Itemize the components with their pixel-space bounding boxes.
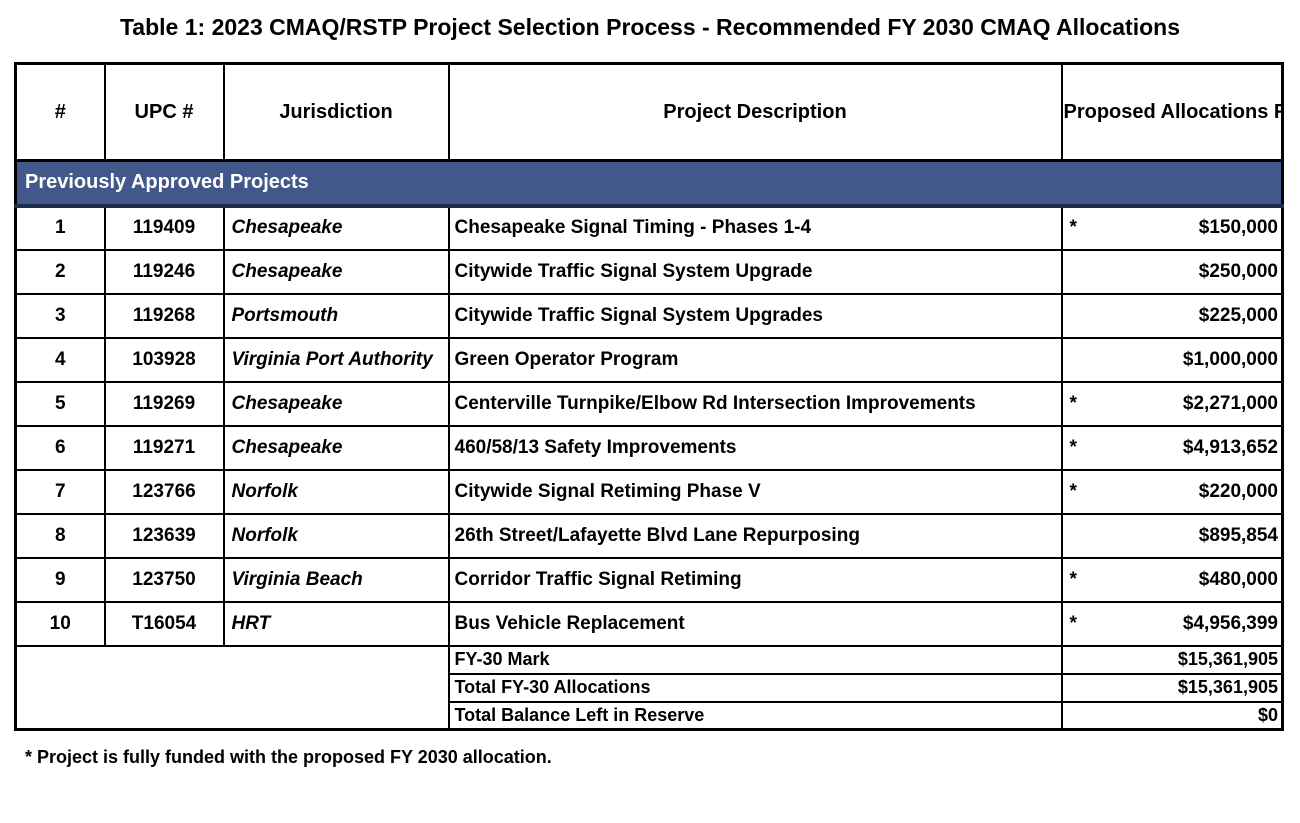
cell-num: 2 [14, 248, 106, 295]
cell-description: Citywide Traffic Signal System Upgrades [447, 292, 1063, 339]
cell-allocation: * $220,000 [1060, 468, 1284, 515]
fully-funded-star: * [1069, 217, 1077, 238]
empty-merged-cell [14, 644, 450, 731]
col-header-jurisdiction: Jurisdiction [222, 62, 450, 162]
allocation-amount: $4,913,652 [1182, 436, 1278, 458]
table-row: 7 123766 Norfolk Citywide Signal Retimin… [14, 468, 1284, 515]
cell-jurisdiction: Chesapeake [222, 204, 450, 251]
fully-funded-star: * [1069, 480, 1077, 502]
cell-jurisdiction: Norfolk [222, 512, 450, 559]
cell-allocation: $250,000 [1060, 248, 1284, 295]
summary-amount: $15,361,905 [1060, 672, 1284, 703]
header-row: # UPC # Jurisdiction Project Description… [14, 62, 1284, 162]
cell-upc: 119271 [103, 424, 225, 471]
cell-description: Green Operator Program [447, 336, 1063, 383]
cell-jurisdiction: Virginia Port Authority [222, 336, 450, 383]
table-row: 6 119271 Chesapeake 460/58/13 Safety Imp… [14, 424, 1284, 471]
fully-funded-star: * [1069, 612, 1077, 634]
table-row: 9 123750 Virginia Beach Corridor Traffic… [14, 556, 1284, 603]
allocation-amount: $895,854 [1198, 524, 1278, 546]
cell-allocation: $895,854 [1060, 512, 1284, 559]
table-row: 4 103928 Virginia Port Authority Green O… [14, 336, 1284, 383]
section-band-row: Previously Approved Projects [14, 159, 1284, 208]
allocation-amount: $4,956,399 [1182, 612, 1278, 634]
cell-upc: 119246 [103, 248, 225, 295]
fully-funded-star: * [1069, 568, 1077, 590]
col-header-upc: UPC # [103, 62, 225, 162]
cell-upc: 119268 [103, 292, 225, 339]
allocation-amount: $480,000 [1198, 568, 1278, 590]
cell-description: 26th Street/Lafayette Blvd Lane Repurpos… [447, 512, 1063, 559]
cell-allocation: * $4,956,399 [1060, 600, 1284, 647]
summary-row: Total FY-30 Allocations $15,361,905 [16, 672, 1284, 703]
col-header-num: # [14, 62, 106, 162]
cell-description: Citywide Signal Retiming Phase V [447, 468, 1063, 515]
cell-description: Bus Vehicle Replacement [447, 600, 1063, 647]
allocation-amount: $250,000 [1198, 260, 1278, 282]
col-header-description: Project Description [447, 62, 1063, 162]
allocation-amount: $150,000 [1198, 217, 1278, 238]
summary-row: FY-30 Mark $15,361,905 [14, 644, 1284, 731]
cell-upc: 123766 [103, 468, 225, 515]
cell-description: Chesapeake Signal Timing - Phases 1-4 [447, 204, 1063, 251]
footnote: * Project is fully funded with the propo… [25, 747, 552, 767]
cell-upc: 119409 [103, 204, 225, 251]
table-row: 8 123639 Norfolk 26th Street/Lafayette B… [14, 512, 1284, 559]
cell-num: 6 [14, 424, 106, 471]
allocation-amount: $225,000 [1198, 304, 1278, 326]
table-title: Table 1: 2023 CMAQ/RSTP Project Selectio… [119, 14, 1181, 40]
cell-description: Centerville Turnpike/Elbow Rd Intersecti… [447, 380, 1063, 427]
col-header-allocations: Proposed Allocations FY - 30 [1060, 62, 1284, 162]
table-row: 1 119409 Chesapeake Chesapeake Signal Ti… [14, 204, 1284, 251]
cell-jurisdiction: Chesapeake [222, 380, 450, 427]
cell-description: Corridor Traffic Signal Retiming [447, 556, 1063, 603]
cell-num: 5 [14, 380, 106, 427]
cell-jurisdiction: Norfolk [222, 468, 450, 515]
cell-allocation: $1,000,000 [1060, 336, 1284, 383]
cell-allocation: * $150,000 [1060, 204, 1284, 251]
cell-upc: T16054 [103, 600, 225, 647]
cell-num: 7 [14, 468, 106, 515]
cell-num: 3 [14, 292, 106, 339]
cell-jurisdiction: Chesapeake [222, 424, 450, 471]
cell-jurisdiction: HRT [222, 600, 450, 647]
cell-allocation: $225,000 [1060, 292, 1284, 339]
cell-allocation: * $480,000 [1060, 556, 1284, 603]
cell-upc: 103928 [103, 336, 225, 383]
table-row: 5 119269 Chesapeake Centerville Turnpike… [14, 380, 1284, 427]
cell-description: Citywide Traffic Signal System Upgrade [447, 248, 1063, 295]
cell-num: 10 [14, 600, 106, 647]
cell-upc: 123750 [103, 556, 225, 603]
cell-jurisdiction: Virginia Beach [222, 556, 450, 603]
cell-num: 9 [14, 556, 106, 603]
summary-amount: $0 [1060, 700, 1284, 731]
cell-description: 460/58/13 Safety Improvements [447, 424, 1063, 471]
summary-row: Total Balance Left in Reserve $0 [16, 700, 1284, 731]
fully-funded-star: * [1069, 392, 1077, 414]
cell-jurisdiction: Portsmouth [222, 292, 450, 339]
table-row: 2 119246 Chesapeake Citywide Traffic Sig… [14, 248, 1284, 295]
cell-jurisdiction: Chesapeake [222, 248, 450, 295]
summary-label: FY-30 Mark [447, 644, 1063, 675]
table-row: 10 T16054 HRT Bus Vehicle Replacement * $… [14, 600, 1284, 647]
cell-upc: 123639 [103, 512, 225, 559]
cell-allocation: * $4,913,652 [1060, 424, 1284, 471]
allocation-amount: $220,000 [1198, 480, 1278, 502]
cell-num: 4 [14, 336, 106, 383]
allocation-amount: $2,271,000 [1182, 392, 1278, 414]
summary-label: Total FY-30 Allocations [447, 672, 1063, 703]
allocation-amount: $1,000,000 [1182, 348, 1278, 370]
summary-amount: $15,361,905 [1060, 644, 1284, 675]
table-row: 3 119268 Portsmouth Citywide Traffic Sig… [14, 292, 1284, 339]
cell-allocation: * $2,271,000 [1060, 380, 1284, 427]
fully-funded-star: * [1069, 436, 1077, 458]
allocations-table: # UPC # Jurisdiction Project Description… [14, 62, 1284, 731]
cell-upc: 119269 [103, 380, 225, 427]
cell-num: 8 [14, 512, 106, 559]
cell-num: 1 [14, 204, 106, 251]
section-header: Previously Approved Projects [14, 159, 1284, 208]
summary-label: Total Balance Left in Reserve [447, 700, 1063, 731]
